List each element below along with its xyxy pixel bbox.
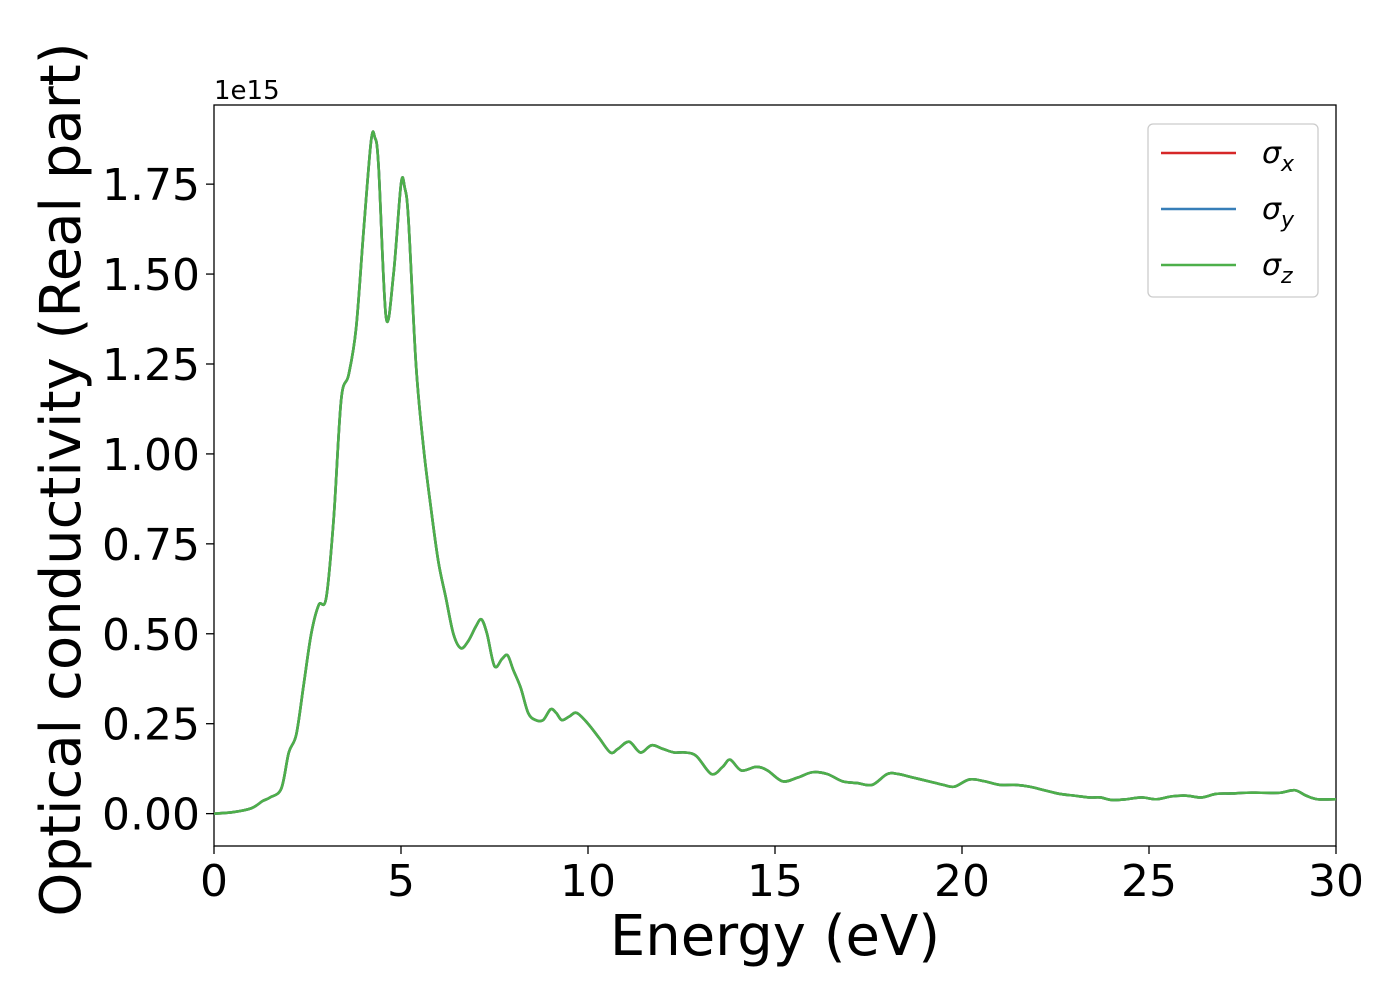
y-offset-label: 1e15 [214, 76, 280, 106]
legend: σx σy σz [1147, 123, 1319, 298]
legend-label-z: σz [1262, 248, 1293, 289]
x-axis-title: Energy (eV) [610, 904, 940, 969]
y-tick-label: 0.00 [102, 790, 200, 841]
legend-box [1147, 123, 1319, 298]
x-axis-ticks: 0 5 10 15 20 25 30 [200, 846, 1364, 907]
series-lines [213, 130, 1337, 815]
y-tick-label: 0.50 [102, 610, 200, 661]
x-tick-label: 20 [934, 856, 990, 907]
y-tick-label: 1.00 [102, 430, 200, 481]
y-axis-title: Optical conductivity (Real part) [29, 42, 94, 916]
x-tick-label: 10 [560, 856, 616, 907]
y-axis-ticks: 0.00 0.25 0.50 0.75 1.00 1.25 1.50 1.75 [102, 160, 214, 841]
y-tick-label: 0.75 [102, 520, 200, 571]
x-tick-label: 5 [387, 856, 415, 907]
x-tick-label: 0 [200, 856, 228, 907]
y-tick-label: 1.75 [102, 160, 200, 211]
x-tick-label: 25 [1121, 856, 1177, 907]
x-tick-label: 15 [747, 856, 803, 907]
series-line-z [213, 130, 1337, 815]
x-tick-label: 30 [1308, 856, 1364, 907]
legend-label-x: σx [1262, 136, 1295, 177]
y-tick-label: 1.50 [102, 250, 200, 301]
legend-label-y: σy [1262, 192, 1295, 233]
y-tick-label: 1.25 [102, 340, 200, 391]
y-tick-label: 0.25 [102, 700, 200, 751]
